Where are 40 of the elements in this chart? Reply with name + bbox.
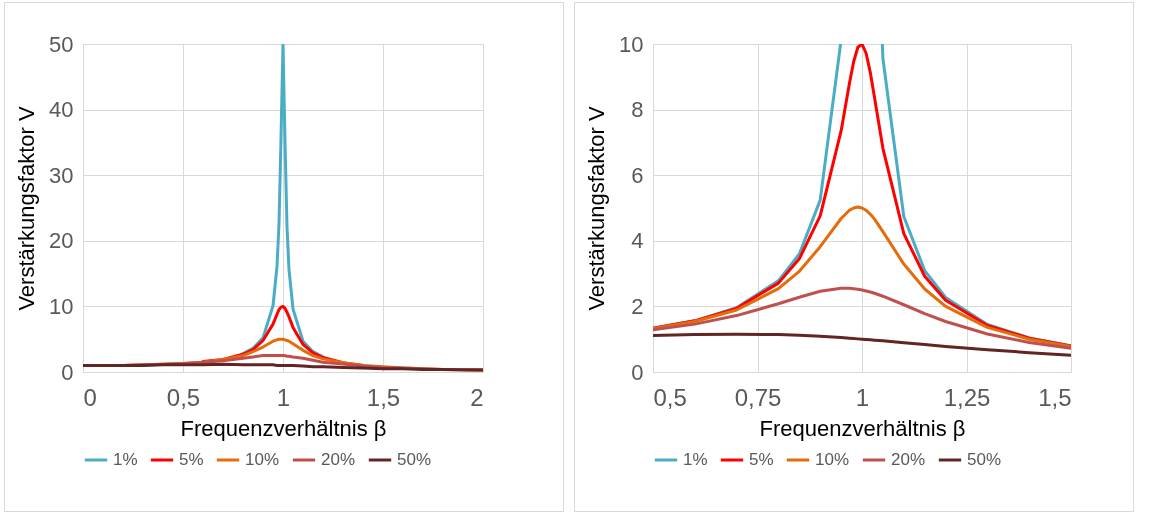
x-tick-label: 1,5 [366,383,401,411]
y-tick-label: 8 [631,97,644,123]
line-series [653,332,1071,357]
y-tick-label: 40 [49,97,74,123]
y-tick-label: 50 [49,31,74,57]
x-tick-label: 0,5 [166,383,201,411]
x-axis-title: Frequenzverhältnis β [759,415,966,441]
legend-label: 1% [113,450,138,469]
x-tick-label: 0,5 [653,383,687,411]
legend-label: 50% [967,450,1002,469]
y-axis-title: Verstärkungsfaktor V [584,106,610,311]
legend-label: 20% [321,450,356,469]
line-series [653,205,1071,348]
legend-label: 5% [749,450,774,469]
y-tick-label: 4 [631,228,644,254]
y-tick-label: 0 [61,359,74,385]
y-tick-label: 0 [631,359,644,385]
line-series [653,286,1071,350]
line-series [241,44,325,359]
legend-label: 20% [891,450,926,469]
x-tick-label: 0,75 [734,383,782,411]
x-tick-label: 1 [855,383,870,411]
x-tick-label: 0 [83,383,97,411]
x-tick-label: 2 [470,383,484,411]
y-axis-title: Verstärkungsfaktor V [14,106,40,311]
y-tick-label: 10 [619,31,644,57]
y-tick-label: 20 [49,228,74,254]
x-tick-label: 1,25 [943,383,991,411]
y-tick-label: 6 [631,162,644,188]
y-tick-label: 10 [49,293,74,319]
legend-label: 10% [245,450,280,469]
y-tick-label: 2 [631,293,644,319]
x-tick-label: 1,5 [1038,383,1072,411]
legend-label: 10% [815,450,850,469]
y-tick-label: 30 [49,162,74,188]
x-axis-title: Frequenzverhältnis β [180,415,387,441]
legend-label: 50% [397,450,432,469]
legend-label: 1% [683,450,708,469]
legend-label: 5% [179,450,204,469]
x-tick-label: 1 [276,383,291,411]
